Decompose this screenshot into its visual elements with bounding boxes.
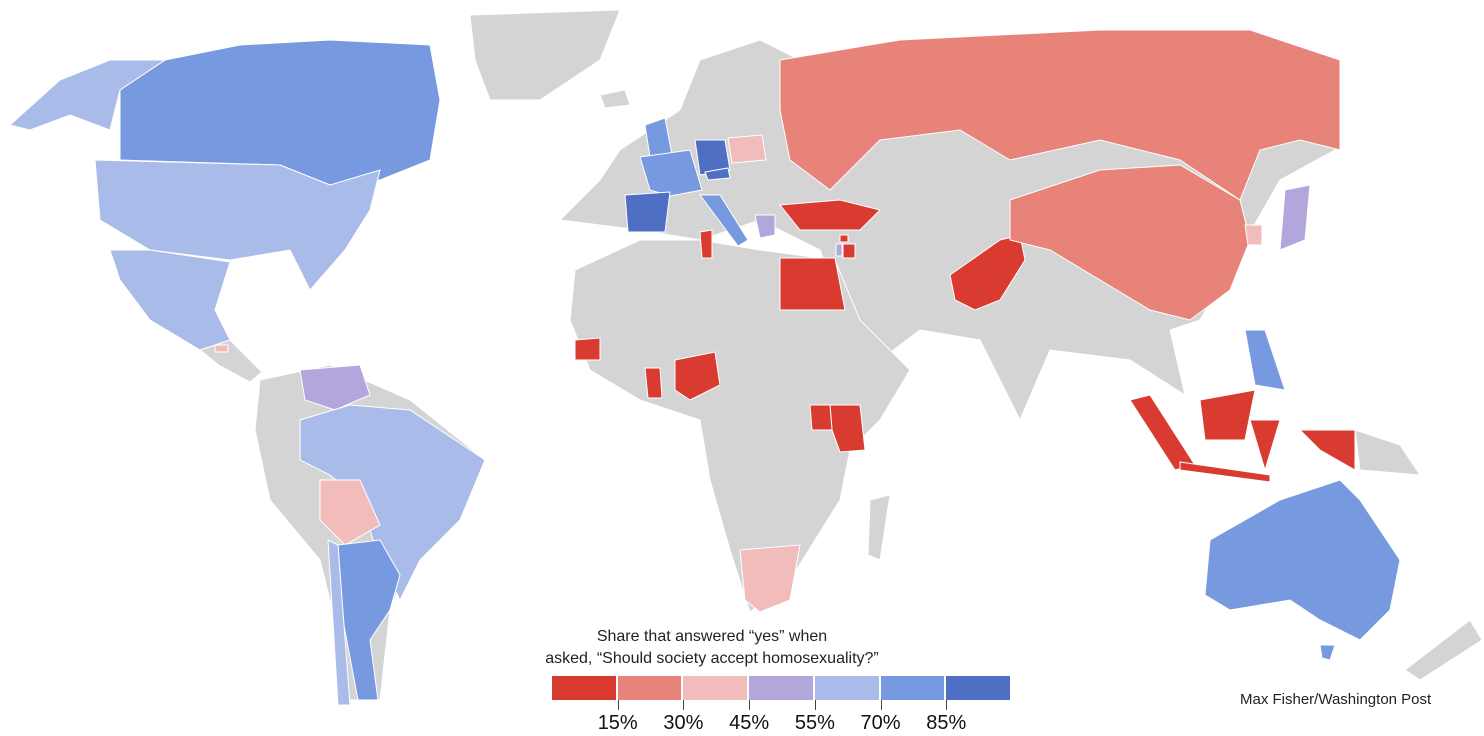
country-venezuela [299, 364, 371, 411]
country-greece [754, 214, 776, 239]
legend-tick [683, 700, 685, 710]
country-philippines [1244, 329, 1286, 391]
country-el-salvador [214, 344, 229, 353]
country-germany [694, 139, 731, 176]
legend-swatch [617, 676, 684, 700]
landmass-madagascar [867, 494, 891, 561]
country-tunisia [699, 229, 713, 259]
country-malaysia [1199, 389, 1256, 441]
country-indonesia [1129, 394, 1196, 471]
country-united-states [94, 159, 381, 291]
legend-swatch [946, 676, 1013, 700]
country-russia [779, 29, 1341, 201]
country-lebanon [839, 234, 849, 243]
country-ghana [644, 367, 663, 399]
country-indonesia [1249, 419, 1281, 472]
legend-swatch [749, 676, 815, 700]
legend-tick-label: 55% [794, 712, 835, 734]
credit: Max Fisher/Washington Post [1240, 691, 1432, 708]
country-italy [699, 194, 749, 247]
country-jordan [842, 243, 856, 259]
country-egypt [779, 257, 846, 311]
legend-swatch [880, 676, 947, 700]
legend-title-line1: Share that answered “yes” when [596, 628, 828, 645]
country-mexico [109, 249, 231, 351]
legend-swatch [814, 676, 881, 700]
country-south-korea [1244, 224, 1263, 246]
country-senegal [574, 337, 601, 361]
legend-tick [880, 700, 882, 710]
legend-swatch [552, 676, 618, 700]
legend-tick-label: 15% [597, 712, 638, 734]
landmass-africa [569, 239, 911, 613]
country-australia [1204, 479, 1401, 641]
legend-tick-label: 45% [729, 712, 770, 734]
legend-tick-label: 70% [860, 712, 901, 734]
country-indonesia [1179, 461, 1271, 483]
landmass-greenland [469, 9, 621, 101]
legend-title-line2: asked, “Should society accept homosexual… [545, 650, 879, 667]
landmass-papua-new-guinea [1354, 429, 1421, 476]
country-nigeria [674, 351, 721, 401]
legend-tick [617, 700, 619, 710]
legend-tick-label: 30% [663, 712, 704, 734]
country-france [639, 149, 703, 197]
country-israel [835, 243, 843, 257]
legend-ticks: 15% 30% 45% 55% 70% 85% [552, 700, 1012, 736]
landmass-iceland [599, 89, 631, 109]
country-turkey [779, 199, 881, 231]
country-indonesia [1298, 429, 1356, 471]
country-japan [1279, 184, 1311, 251]
country-china [1009, 164, 1251, 321]
legend-tick [749, 700, 751, 710]
country-united-states [8, 59, 167, 131]
country-australia [1319, 644, 1336, 661]
legend: Share that answered “yes” when asked, “S… [545, 626, 1013, 736]
country-brazil [299, 404, 486, 602]
country-spain [624, 191, 671, 233]
country-bolivia [319, 479, 381, 546]
legend-swatch [683, 676, 750, 700]
country-argentina [337, 539, 401, 701]
country-south-africa [739, 544, 801, 613]
legend-title: Share that answered “yes” when asked, “S… [482, 626, 942, 670]
landmass-new-zealand [1404, 619, 1483, 681]
country-poland [727, 134, 767, 164]
legend-tick-label: 85% [926, 712, 967, 734]
legend-tick [814, 700, 816, 710]
country-pakistan [949, 234, 1026, 311]
legend-color-scale [552, 676, 1013, 700]
country-czech-republic [704, 167, 731, 181]
country-chile [327, 539, 351, 706]
legend-tick [946, 700, 948, 710]
country-uganda [809, 404, 833, 431]
